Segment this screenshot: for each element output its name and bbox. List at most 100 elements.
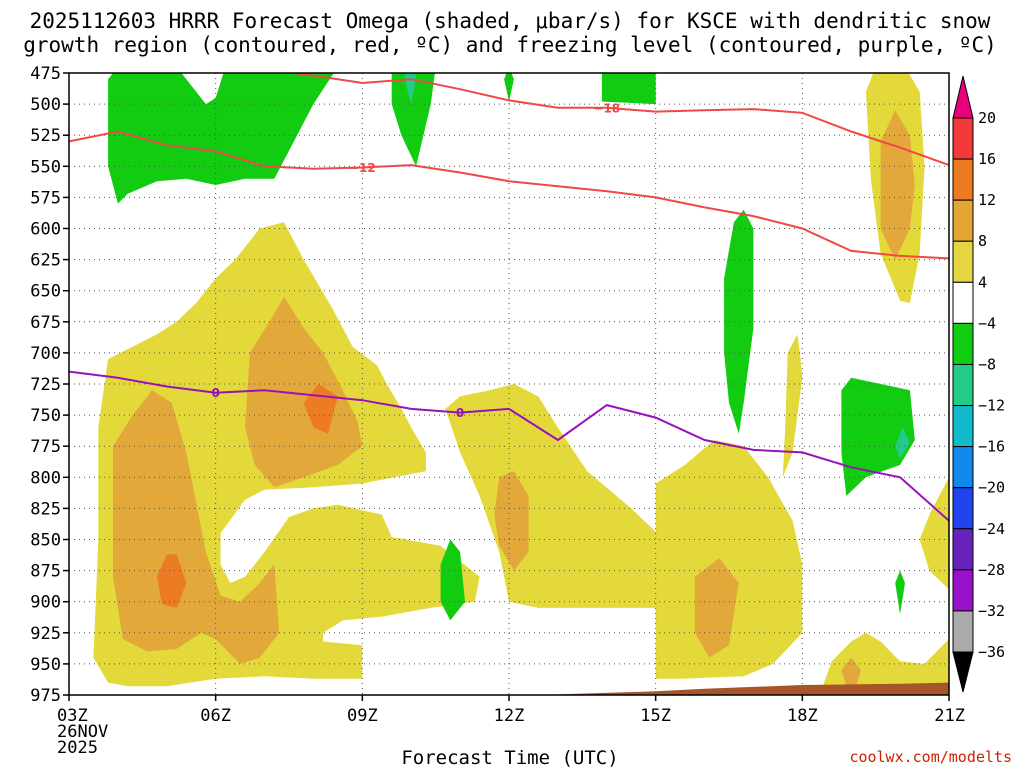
omega-region-g8-23 — [895, 427, 910, 459]
colorbar-label-4: 4 — [978, 273, 987, 291]
colorbar-label-1: 16 — [978, 150, 996, 168]
omega-region-w8-8 — [494, 471, 529, 571]
colorbar-label-5: −4 — [978, 314, 996, 332]
y-tick-label-575: 575 — [30, 188, 61, 208]
dgz-top-contour — [285, 73, 949, 167]
freezing-level-contour-label-0: 0 — [211, 386, 219, 400]
plot-area: −18 −12 0 0 — [69, 73, 949, 695]
omega-region-g4-20 — [440, 539, 465, 621]
y-tick-label-750: 750 — [30, 406, 61, 426]
omega-region-g4-17 — [601, 73, 656, 105]
y-tick-label-925: 925 — [30, 624, 61, 644]
colorbar-label-3: 8 — [978, 232, 987, 250]
colorbar-label-11: −28 — [978, 561, 1005, 579]
omega-region-g4-16 — [504, 73, 514, 102]
omega-region-g8-22 — [403, 73, 417, 105]
colorbar-label-2: 12 — [978, 191, 996, 209]
chart-title-line1: 2025112603 HRRR Forecast Omega (shaded, … — [30, 9, 991, 33]
ground-layer — [538, 682, 949, 695]
colorbar-segment-6 — [952, 363, 974, 407]
x-tick-date: 26NOV — [57, 722, 108, 742]
omega-region-w8-7 — [245, 296, 363, 488]
colorbar-label-13: −36 — [978, 643, 1005, 661]
credit-link[interactable]: coolwx.com/modelts — [849, 748, 1012, 766]
x-tick-label-18: 18Z — [787, 706, 818, 726]
grid-lines — [69, 73, 949, 695]
y-axis: 475 500 525 550 575 600 625 650 675 700 725 750 775 8… — [30, 64, 69, 706]
colorbar-label-0: 20 — [978, 109, 996, 127]
omega-region-w8-9 — [694, 558, 739, 658]
y-tick-label-800: 800 — [30, 468, 61, 488]
colorbar-label-10: −24 — [978, 520, 1005, 538]
colorbar-segment-2 — [952, 199, 974, 242]
colorbar: 20 16 12 8 4 −4 −8 −12 −16 −20 −24 −28 −32 −36 — [952, 75, 1005, 693]
omega-region-g4-21 — [895, 570, 905, 615]
colorbar-label-9: −20 — [978, 479, 1005, 497]
omega-region-w12-12 — [157, 554, 187, 608]
omega-region-g4-18 — [724, 209, 754, 434]
chart-title-line2: growth region (contoured, red, ºC) and f… — [23, 33, 997, 57]
y-tick-label-850: 850 — [30, 531, 61, 551]
colorbar-segment-4 — [952, 281, 974, 324]
colorbar-segment-5 — [952, 322, 974, 365]
contour-lines: −18 −12 0 0 — [69, 73, 949, 522]
colorbar-segment-11 — [952, 569, 974, 612]
y-tick-label-900: 900 — [30, 593, 61, 613]
ground-surface — [538, 682, 949, 695]
colorbar-segment-12 — [952, 610, 974, 653]
y-tick-label-500: 500 — [30, 95, 61, 115]
freezing-level-contour — [69, 370, 949, 522]
colorbar-label-8: −16 — [978, 438, 1005, 456]
x-tick-label-6: 06Z — [200, 706, 231, 726]
omega-region-g4-14 — [108, 73, 334, 204]
y-tick-label-825: 825 — [30, 499, 61, 519]
colorbar-segment-7 — [952, 405, 974, 448]
y-tick-label-625: 625 — [30, 251, 61, 271]
colorbar-label-12: −32 — [978, 602, 1005, 620]
y-tick-label-875: 875 — [30, 562, 61, 582]
y-tick-label-675: 675 — [30, 313, 61, 333]
omega-region-w4-1 — [445, 384, 671, 608]
y-tick-label-650: 650 — [30, 282, 61, 302]
x-tick-label-12: 12Z — [494, 706, 525, 726]
y-tick-label-475: 475 — [30, 64, 61, 84]
colorbar-segment-1 — [952, 158, 974, 201]
colorbar-segment-3 — [952, 240, 974, 283]
colorbar-segment-9 — [952, 487, 974, 530]
colorbar-segment-8 — [952, 446, 974, 489]
y-tick-label-950: 950 — [30, 655, 61, 675]
dgz-bottom-contour — [69, 130, 949, 260]
x-tick-label-15: 15Z — [640, 706, 671, 726]
dgz-bottom-contour-label-0: −12 — [349, 161, 376, 175]
omega-region-w4-3 — [782, 334, 803, 478]
colorbar-top-arrow — [952, 75, 974, 119]
y-tick-label-975: 975 — [30, 686, 61, 706]
x-tick-label-21: 21Z — [934, 706, 965, 726]
y-tick-label-600: 600 — [30, 220, 61, 240]
omega-region-g4-15 — [391, 73, 435, 167]
omega-region-w4-5 — [821, 477, 949, 689]
omega-region-w8-10 — [880, 110, 915, 260]
freezing-level-contour-label-1: 0 — [456, 406, 464, 420]
omega-region-g4-19 — [841, 377, 915, 496]
y-tick-label-700: 700 — [30, 344, 61, 364]
y-tick-label-525: 525 — [30, 126, 61, 146]
colorbar-segment-0 — [952, 117, 974, 160]
x-tick-year: 2025 — [57, 738, 98, 758]
omega-region-w8-6 — [113, 390, 280, 664]
y-tick-label-725: 725 — [30, 375, 61, 395]
colorbar-label-6: −8 — [978, 355, 996, 373]
dgz-top-contour-label-0: −18 — [593, 101, 620, 115]
x-axis-label: Forecast Time (UTC) — [401, 747, 618, 768]
colorbar-label-7: −12 — [978, 397, 1005, 415]
x-tick-label-9: 09Z — [347, 706, 378, 726]
colorbar-bottom-arrow — [952, 651, 974, 693]
y-tick-label-550: 550 — [30, 157, 61, 177]
y-tick-label-775: 775 — [30, 437, 61, 457]
colorbar-segment-10 — [952, 528, 974, 571]
omega-region-w4-2 — [655, 440, 803, 679]
omega-region-w8-11 — [841, 657, 861, 687]
x-tick-label-3: 03Z — [57, 706, 88, 726]
